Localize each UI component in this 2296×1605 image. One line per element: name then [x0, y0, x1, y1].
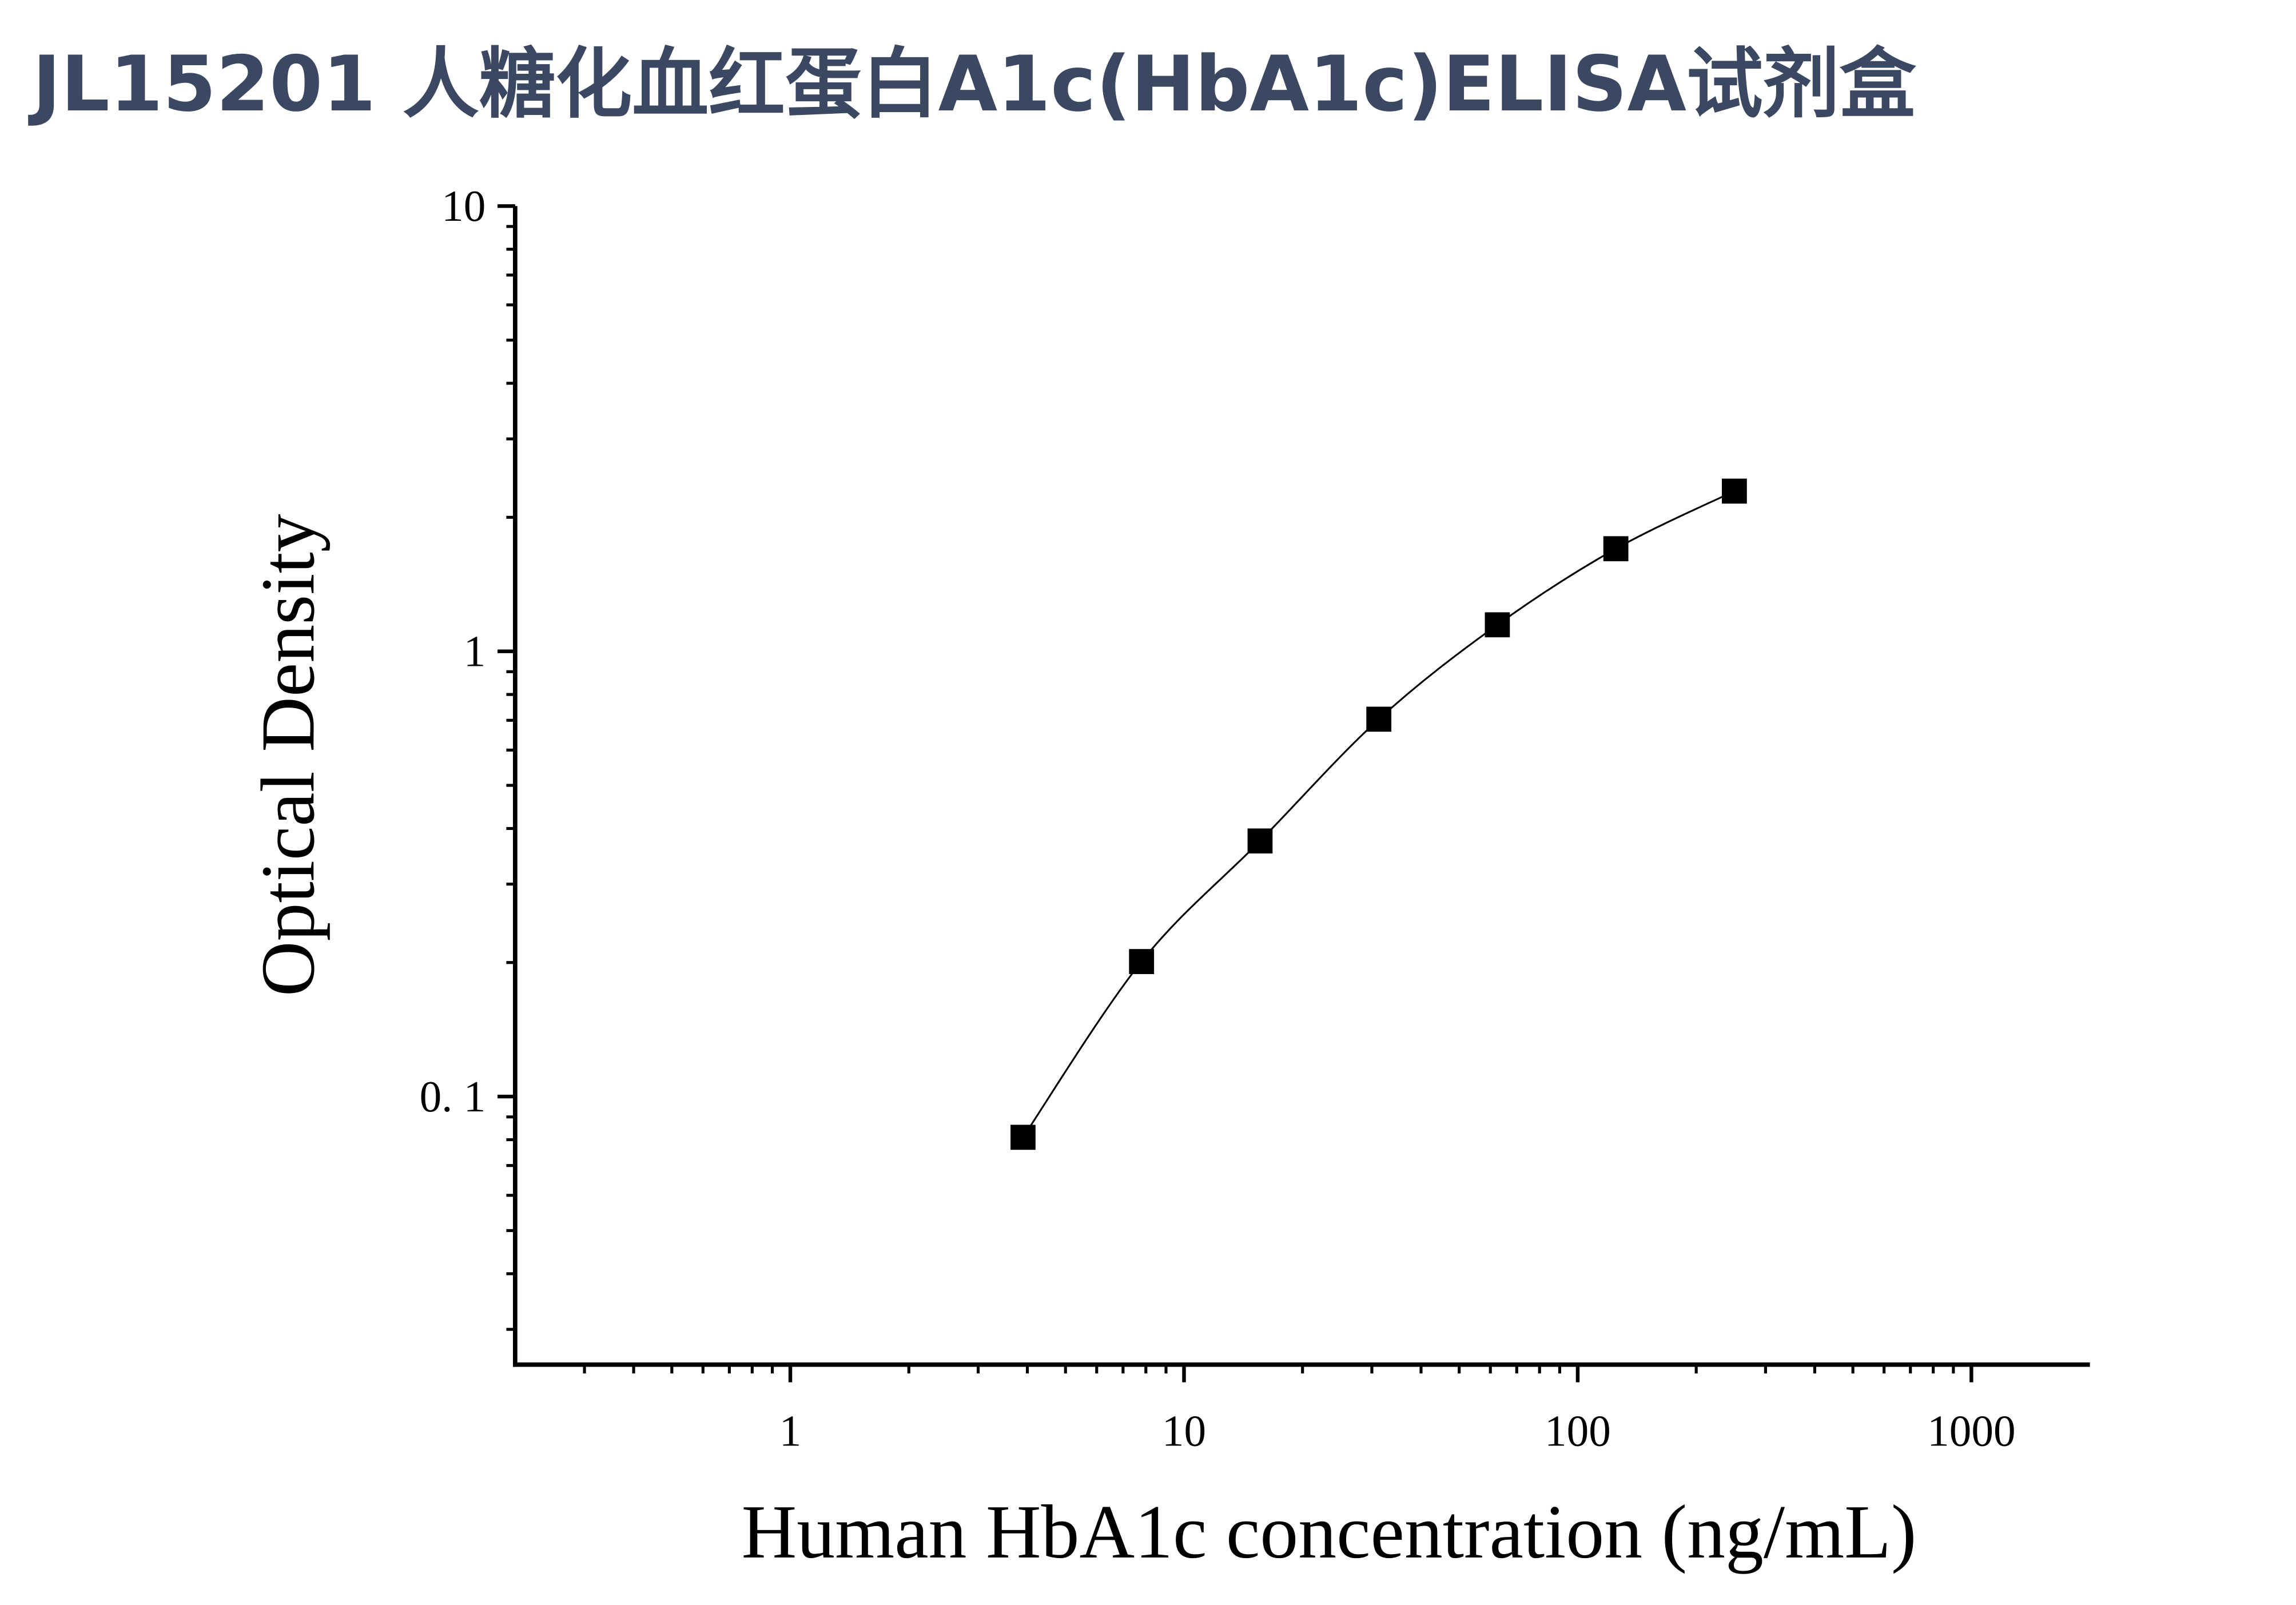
x-tick-label: 100 [1545, 1406, 1611, 1455]
y-tick-label: 10 [441, 181, 486, 231]
x-tick-label: 10 [1162, 1406, 1206, 1455]
data-point [1603, 536, 1629, 562]
data-point [1247, 828, 1273, 854]
data-point [1722, 478, 1747, 504]
data-point [1010, 1125, 1036, 1150]
y-tick-label: 0. 1 [420, 1072, 486, 1121]
x-tick-label: 1000 [1927, 1406, 2015, 1455]
data-point [1129, 949, 1155, 974]
data-point [1485, 612, 1510, 638]
x-tick-label: 1 [779, 1406, 802, 1455]
chart-title: JL15201 人糖化血红蛋白A1c(HbA1c)ELISA试剂盒 [28, 39, 1917, 129]
y-axis-label: Optical Density [245, 514, 330, 996]
x-axis-label: Human HbA1c concentration (ng/mL) [742, 1489, 1917, 1574]
fit-curve [1022, 490, 1735, 1138]
y-tick-label: 1 [464, 626, 486, 676]
data-point [1366, 706, 1392, 732]
